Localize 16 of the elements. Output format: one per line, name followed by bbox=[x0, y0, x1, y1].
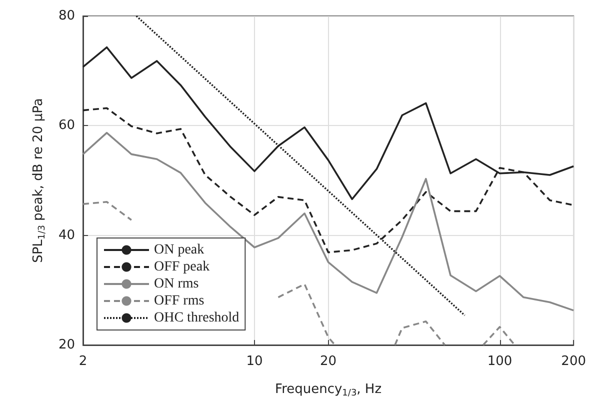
legend-label: ON peak bbox=[154, 242, 204, 258]
y-axis-title: SPL1/3 peak, dB re 20 μPa bbox=[31, 98, 48, 263]
legend-label: OFF peak bbox=[154, 260, 210, 274]
x-tick-label: 100 bbox=[487, 354, 512, 369]
x-tick-label: 200 bbox=[561, 354, 586, 369]
line-series bbox=[82, 132, 574, 312]
legend-label: ON rms bbox=[154, 276, 199, 292]
x-tick-label: 2 bbox=[78, 354, 88, 369]
y-tick-label: 60 bbox=[58, 118, 75, 134]
legend-label: OFF rms bbox=[154, 294, 204, 308]
legend-label: OHC threshold bbox=[154, 310, 240, 326]
x-tick-label: 10 bbox=[246, 354, 263, 369]
y-tick-label: 80 bbox=[58, 8, 75, 24]
y-tick-label: 40 bbox=[58, 228, 75, 243]
x-tick-label: 20 bbox=[320, 354, 337, 369]
y-tick-label: 20 bbox=[58, 338, 75, 352]
